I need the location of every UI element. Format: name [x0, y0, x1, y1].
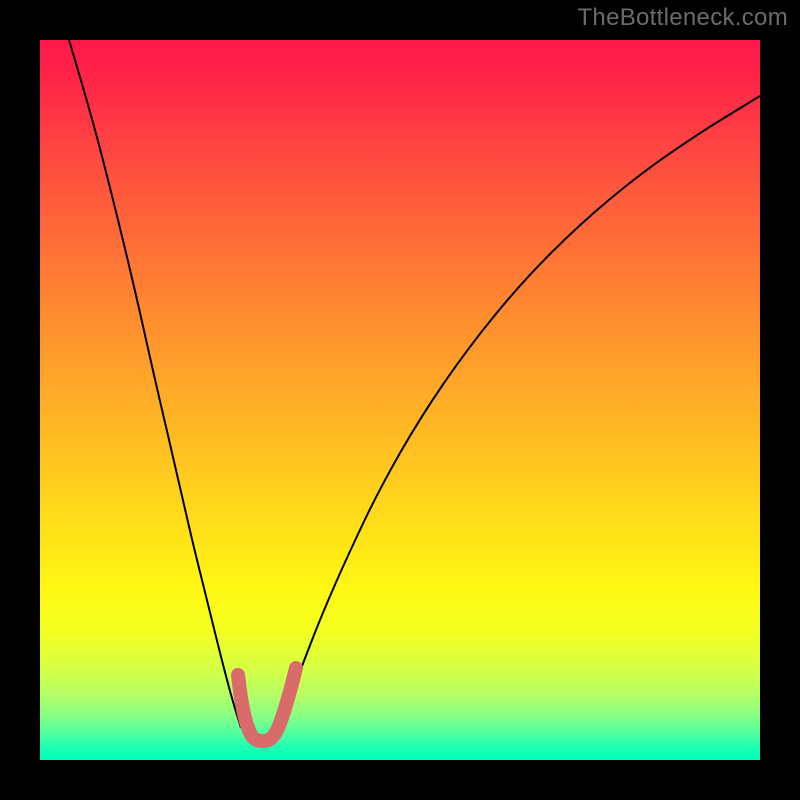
valley-marker [238, 668, 296, 741]
plot-area [40, 40, 760, 760]
chart-container: TheBottleneck.com [0, 0, 800, 800]
left-curve [69, 40, 241, 728]
watermark-text: TheBottleneck.com [577, 4, 788, 32]
curve-layer [40, 40, 760, 760]
right-curve [278, 96, 760, 728]
